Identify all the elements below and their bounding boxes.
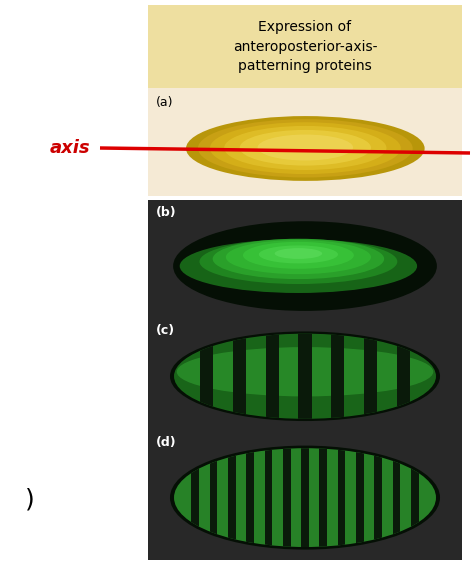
Ellipse shape [257,135,353,160]
Bar [148,200,462,560]
Bar [397,331,410,421]
Ellipse shape [210,122,401,174]
Bar [364,331,377,421]
Ellipse shape [174,448,436,547]
Bar [210,446,218,550]
Text: (d): (d) [156,436,177,449]
Bar [337,446,346,550]
Ellipse shape [213,239,384,279]
Ellipse shape [224,126,386,170]
Bar [301,446,309,550]
Bar [265,331,279,421]
Bar [200,331,213,421]
Bar [191,446,199,550]
Ellipse shape [198,119,413,177]
Text: (b): (b) [156,206,177,219]
Ellipse shape [274,248,322,259]
Bar [264,446,272,550]
Ellipse shape [240,130,371,166]
Ellipse shape [226,240,371,274]
Ellipse shape [180,239,417,293]
Bar [392,446,400,550]
Ellipse shape [243,242,354,269]
Text: (c): (c) [156,324,175,337]
Text: ): ) [25,488,35,512]
Bar [411,446,419,550]
Bar [283,446,291,550]
Bar [148,5,462,88]
Bar [233,331,246,421]
Bar [148,88,462,196]
Ellipse shape [259,245,338,263]
Ellipse shape [177,347,433,396]
Bar [374,446,382,550]
Text: axis: axis [50,139,91,157]
Bar [319,446,327,550]
Bar [299,331,311,421]
Ellipse shape [170,331,440,421]
Ellipse shape [186,116,425,181]
Text: (a): (a) [156,96,173,109]
Ellipse shape [174,333,436,419]
Ellipse shape [200,239,397,284]
Bar [331,331,344,421]
Text: Expression of
anteroposterior-axis-
patterning proteins: Expression of anteroposterior-axis- patt… [233,20,377,73]
Bar [228,446,236,550]
Bar [356,446,364,550]
Ellipse shape [173,221,437,311]
Ellipse shape [170,446,440,550]
Bar [246,446,254,550]
